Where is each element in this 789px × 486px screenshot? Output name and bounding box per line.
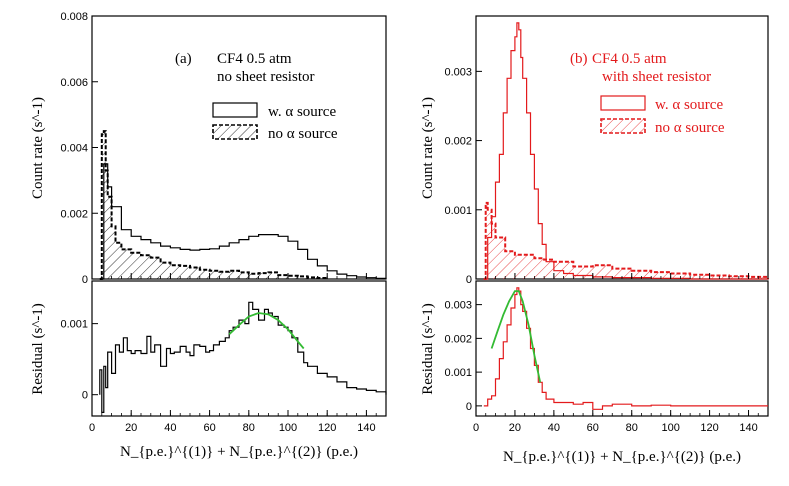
series-residual-line (483, 287, 768, 410)
y-tick-label: 0.002 (60, 208, 88, 220)
x-tick-label: 20 (509, 422, 521, 434)
series-no-alpha-line (99, 130, 329, 280)
series-fit-line (490, 290, 542, 383)
series-residual-line (99, 301, 387, 413)
y-tick-label: 0.008 (60, 11, 88, 23)
y-tick-label: 0 (82, 274, 88, 286)
chart-b-bottom: 0 20 40 60 80 100 120 140 0 0.001 0.002 0.003 Resid… (420, 280, 769, 434)
y-tick-label: 0.001 (444, 205, 472, 217)
x-tick-label: 100 (661, 422, 679, 434)
series-hatch-area (99, 131, 328, 279)
x-tick-label: 80 (243, 422, 255, 434)
y-tick-label: 0.002 (444, 136, 472, 148)
chart-a-top: 0 0.002 0.004 0.006 0.008 (a) CF4 0.5 atm no… (30, 11, 387, 286)
y-tick-label: 0.004 (60, 143, 88, 155)
panel-title-line1: CF4 0.5 atm (592, 51, 667, 67)
panel-label: (b) (570, 51, 588, 67)
y-axis-label: Count rate (s^-1) (420, 97, 436, 199)
x-tick-label: 20 (125, 422, 137, 434)
legend-label-hatched: no α source (655, 120, 725, 136)
panel-title-line1: CF4 0.5 atm (217, 51, 292, 67)
plot-frame (91, 280, 387, 417)
x-axis-label-b: N_{p.e.}^{(1)} + N_{p.e.}^{(2)} (p.e.) (503, 449, 741, 465)
y-tick-label: 0.001 (444, 367, 472, 379)
legend-label-hatched: no α source (268, 126, 338, 142)
y-axis-label: Count rate (s^-1) (30, 97, 46, 199)
legend: w. α source no α source (212, 102, 338, 142)
series-fit-line (228, 312, 305, 350)
x-tick-label: 120 (700, 422, 718, 434)
legend-label-solid: w. α source (655, 97, 723, 113)
panel-title-line2: with sheet resistor (602, 69, 711, 85)
series-hatch-area (483, 202, 768, 279)
y-axis-label: Residual (s^-1) (30, 303, 46, 395)
x-tick-label: 40 (164, 422, 176, 434)
legend-swatch-solid (212, 102, 258, 118)
series-no-alpha-line (483, 201, 769, 280)
legend-swatch-hatched (600, 118, 646, 134)
x-tick-label: 120 (318, 422, 336, 434)
legend: w. α source no α source (600, 95, 725, 136)
y-tick-label: 0 (466, 274, 472, 286)
x-tick-label: 0 (473, 422, 479, 434)
y-tick-label: 0.002 (444, 333, 472, 345)
chart-a-bottom: 0 20 40 60 80 100 120 140 0 0.001 Residual (s^-1) (30, 280, 387, 434)
legend-label-solid: w. α source (268, 104, 336, 120)
chart-b-top: 0 0.001 0.002 0.003 (b) CF4 0.5 atm with sh… (420, 15, 769, 286)
plot-frame (475, 280, 769, 417)
x-tick-label: 80 (626, 422, 638, 434)
panel-label: (a) (175, 51, 192, 67)
x-tick-label: 60 (203, 422, 215, 434)
series-alpha-line (99, 163, 387, 280)
x-tick-label: 100 (279, 422, 297, 434)
x-tick-label: 140 (357, 422, 375, 434)
y-tick-label: 0 (82, 390, 88, 402)
y-tick-label: 0.001 (60, 319, 88, 331)
legend-swatch-hatched (212, 124, 258, 140)
x-tick-label: 140 (739, 422, 757, 434)
y-tick-label: 0 (466, 401, 472, 413)
y-axis-label: Residual (s^-1) (420, 303, 436, 395)
x-axis-label-a: N_{p.e.}^{(1)} + N_{p.e.}^{(2)} (p.e.) (120, 444, 358, 460)
x-tick-label: 60 (587, 422, 599, 434)
y-tick-label: 0.006 (60, 77, 88, 89)
legend-swatch-solid (600, 95, 646, 111)
x-tick-label: 0 (89, 422, 95, 434)
y-tick-label: 0.003 (444, 300, 472, 312)
y-tick-label: 0.003 (444, 66, 472, 78)
panel-title-line2: no sheet resistor (217, 69, 314, 85)
x-tick-label: 40 (548, 422, 560, 434)
